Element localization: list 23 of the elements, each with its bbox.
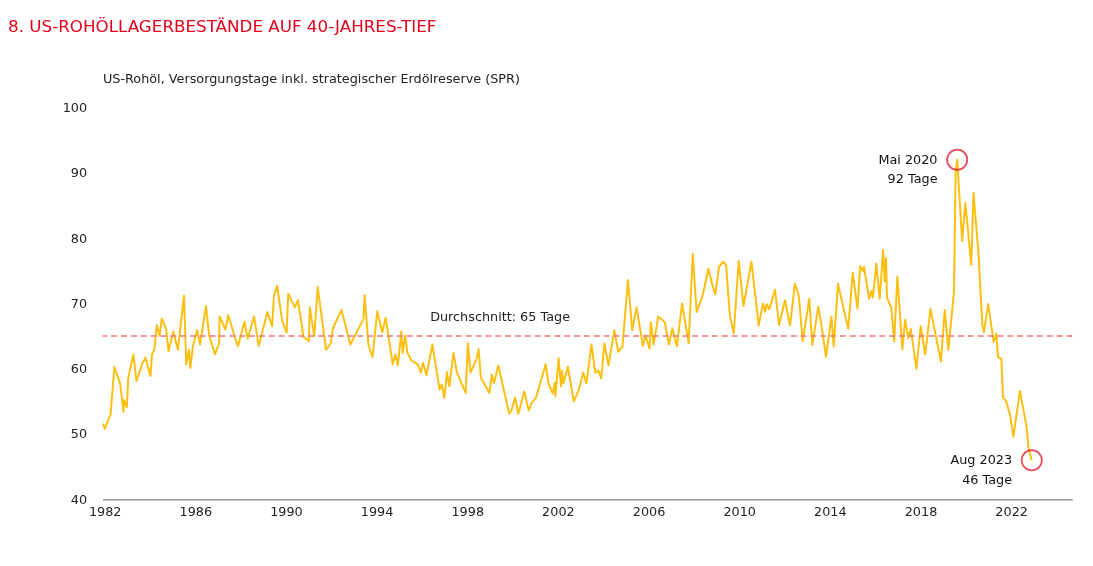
x-tick-label: 1990 — [270, 503, 303, 519]
y-tick-label: 50 — [70, 426, 88, 442]
x-tick-label: 2010 — [723, 503, 756, 519]
x-tick-label: 1994 — [360, 503, 394, 519]
x-tick-label: 2002 — [542, 503, 575, 519]
x-tick-label: 2018 — [904, 503, 938, 519]
x-tick-label: 2022 — [995, 503, 1028, 519]
x-tick-label: 1986 — [179, 503, 213, 519]
annotation: Aug 2023 46 Tage — [950, 452, 1013, 487]
ref-line-label: Durchschnitt: 65 Tage — [430, 309, 571, 325]
y-axis-title: US-Rohöl, Versorgungstage inkl. strategischer Erdölreserve (SPR) — [102, 71, 520, 87]
annotation: Mai 2020 92 Tage — [878, 151, 938, 187]
x-tick-label: 2006 — [632, 503, 666, 519]
y-tick-label: 60 — [70, 361, 88, 377]
y-tick-label: 70 — [70, 295, 88, 311]
x-tick-label: 1982 — [88, 503, 122, 519]
y-tick-label: 40 — [70, 491, 88, 507]
x-tick-label: 2014 — [814, 503, 847, 519]
chart-title: 8. US-ROHÖLLAGERBESTÄNDE AUF 40-JAHRES-TIEF — [8, 15, 437, 36]
y-tick-label: 100 — [62, 99, 88, 115]
y-tick-label: 90 — [70, 165, 88, 181]
x-tick-label: 1998 — [451, 503, 485, 519]
y-tick-label: 80 — [70, 230, 88, 246]
